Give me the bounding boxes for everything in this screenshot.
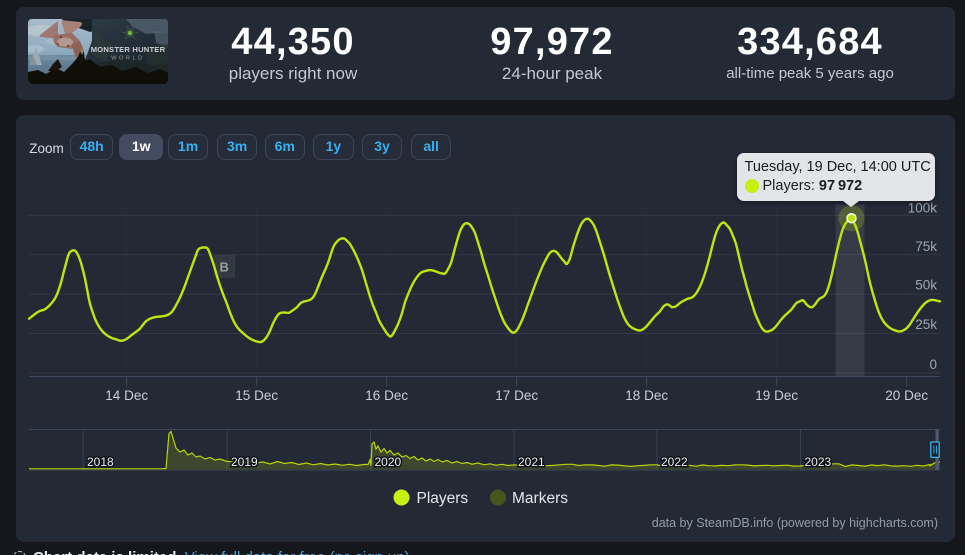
svg-text:B: B [220,260,229,275]
svg-text:WORLD: WORLD [111,56,144,62]
svg-text:data by SteamDB.info (powered: data by SteamDB.info (powered by highcha… [652,516,938,530]
svg-text:2023: 2023 [805,455,832,469]
svg-text:2022: 2022 [661,455,688,469]
svg-text:50k: 50k [915,278,937,293]
svg-text:16 Dec: 16 Dec [365,388,408,403]
svg-text:18 Dec: 18 Dec [625,388,668,403]
svg-text:19 Dec: 19 Dec [755,388,798,403]
svg-text:14 Dec: 14 Dec [105,388,148,403]
svg-text:Markers: Markers [512,490,568,507]
svg-text:2018: 2018 [87,455,114,469]
svg-text:Players: Players [417,490,469,507]
svg-text:0: 0 [929,357,937,372]
svg-text:15 Dec: 15 Dec [235,388,278,403]
svg-text:25k: 25k [915,317,937,332]
svg-text:75k: 75k [915,239,937,254]
svg-text:100k: 100k [908,201,938,216]
svg-text:MONSTER HUNTER: MONSTER HUNTER [91,45,166,54]
svg-text:2021: 2021 [518,455,545,469]
svg-text:2020: 2020 [375,455,402,469]
svg-text:20 Dec: 20 Dec [885,388,928,403]
svg-text:17 Dec: 17 Dec [495,388,538,403]
svg-text:2019: 2019 [231,455,258,469]
